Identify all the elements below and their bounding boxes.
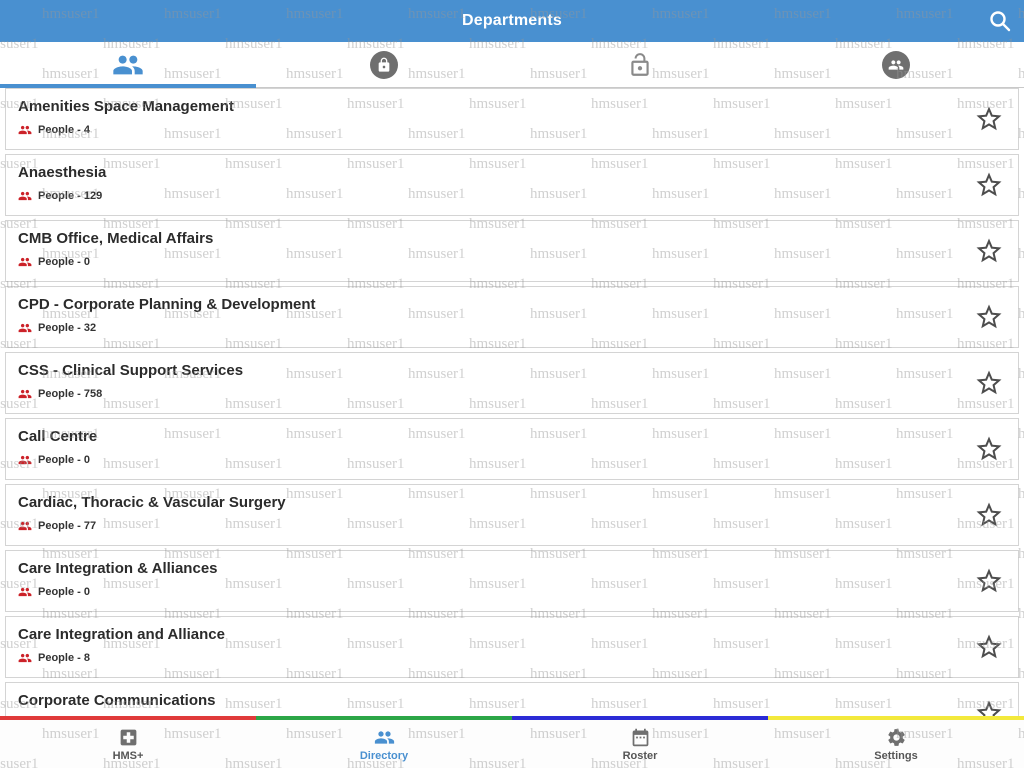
- page-title: Departments: [461, 12, 562, 29]
- hospital-plus-icon: [120, 729, 136, 745]
- top-bar: Departments: [0, 0, 1024, 42]
- favorite-star-icon[interactable]: [974, 236, 1004, 266]
- department-row[interactable]: Amenities Space Management People - 4: [5, 88, 1019, 150]
- favorite-star-icon[interactable]: [974, 434, 1004, 464]
- people-count-icon: [18, 389, 32, 399]
- people-line: People - 77: [18, 519, 972, 533]
- people-count-icon: [18, 587, 32, 597]
- people-count-icon: [18, 125, 32, 135]
- favorite-star-icon[interactable]: [974, 104, 1004, 134]
- search-button[interactable]: [986, 8, 1014, 36]
- nav-label-roster: Roster: [622, 749, 658, 762]
- department-row[interactable]: Call Centre People - 0: [5, 418, 1019, 480]
- department-list: Amenities Space Management People - 4 An…: [0, 88, 1024, 716]
- people-count: People - 8: [38, 652, 90, 664]
- nav-item-roster[interactable]: Roster: [512, 720, 768, 768]
- department-row[interactable]: CPD - Corporate Planning & Development P…: [5, 286, 1019, 348]
- favorite-star-icon[interactable]: [974, 170, 1004, 200]
- lock-open-icon: [631, 52, 649, 76]
- department-row[interactable]: Cardiac, Thoracic & Vascular Surgery Peo…: [5, 484, 1019, 546]
- roster-calendar-icon: [632, 728, 648, 746]
- color-stripe: [0, 716, 1024, 720]
- people-line: People - 0: [18, 585, 972, 599]
- favorite-star-icon[interactable]: [974, 566, 1004, 596]
- department-name: Care Integration and Alliance: [18, 626, 225, 643]
- department-name: Care Integration & Alliances: [18, 560, 218, 577]
- department-name: Corporate Communications: [18, 692, 216, 709]
- people-count-icon: [18, 455, 32, 465]
- department-row[interactable]: Anaesthesia People - 129: [5, 154, 1019, 216]
- department-name: Anaesthesia: [18, 164, 107, 181]
- department-row[interactable]: CSS - Clinical Support Services People -…: [5, 352, 1019, 414]
- tab-departments[interactable]: [0, 42, 256, 88]
- nav-item-settings[interactable]: Settings: [768, 720, 1024, 768]
- nav-item-directory[interactable]: Directory: [256, 720, 512, 768]
- stripe-segment-blue: [512, 716, 768, 720]
- people-count-icon: [18, 323, 32, 333]
- people-line: People - 129: [18, 189, 972, 203]
- people-count-icon: [18, 191, 32, 201]
- people-circle-icon: [882, 50, 910, 79]
- people-count-icon: [18, 257, 32, 267]
- people-line: People - 8: [18, 651, 972, 665]
- people-count: People - 0: [38, 256, 90, 268]
- stripe-segment-red: [0, 716, 256, 720]
- people-line: People - 0: [18, 255, 972, 269]
- department-name: Call Centre: [18, 428, 98, 445]
- tab-locked[interactable]: [256, 42, 512, 87]
- favorite-star-icon[interactable]: [974, 632, 1004, 662]
- lock-closed-icon: [370, 50, 398, 79]
- people-count: People - 0: [38, 586, 90, 598]
- department-name: Cardiac, Thoracic & Vascular Surgery: [18, 494, 286, 511]
- bottom-nav: HMS+ Directory Roster Settings: [0, 716, 1024, 768]
- nav-item-hms[interactable]: HMS+: [0, 720, 256, 768]
- department-row[interactable]: CMB Office, Medical Affairs People - 0: [5, 220, 1019, 282]
- tab-unlocked[interactable]: [512, 42, 768, 87]
- nav-label-directory: Directory: [359, 749, 409, 762]
- department-name: CMB Office, Medical Affairs: [18, 230, 214, 247]
- department-name: Amenities Space Management: [18, 98, 234, 115]
- department-name: CSS - Clinical Support Services: [18, 362, 244, 379]
- people-icon: [113, 55, 143, 74]
- department-row[interactable]: Care Integration and Alliance People - 8: [5, 616, 1019, 678]
- people-count-icon: [18, 521, 32, 531]
- search-icon: [990, 10, 1011, 31]
- favorite-star-icon[interactable]: [974, 368, 1004, 398]
- stripe-segment-yellow: [768, 716, 1024, 720]
- settings-gear-icon: [887, 728, 905, 746]
- nav-label-hms: HMS+: [112, 749, 144, 762]
- people-count: People - 0: [38, 454, 90, 466]
- tab-groups[interactable]: [768, 42, 1024, 87]
- people-count: People - 32: [38, 322, 97, 334]
- department-row[interactable]: Corporate Communications: [5, 682, 1019, 716]
- department-name: CPD - Corporate Planning & Development: [18, 296, 316, 313]
- people-count: People - 4: [38, 124, 90, 136]
- people-line: People - 4: [18, 123, 972, 137]
- favorite-star-icon[interactable]: [974, 698, 1004, 716]
- people-line: People - 32: [18, 321, 972, 335]
- top-tab-bar: [0, 42, 1024, 88]
- people-line: People - 0: [18, 453, 972, 467]
- nav-label-settings: Settings: [874, 749, 918, 762]
- favorite-star-icon[interactable]: [974, 302, 1004, 332]
- people-count-icon: [18, 653, 32, 663]
- favorite-star-icon[interactable]: [974, 500, 1004, 530]
- bottom-nav-items: HMS+ Directory Roster Settings: [0, 720, 1024, 768]
- people-count: People - 77: [38, 520, 97, 532]
- people-count: People - 758: [38, 388, 103, 400]
- people-line: People - 758: [18, 387, 972, 401]
- department-row[interactable]: Care Integration & Alliances People - 0: [5, 550, 1019, 612]
- directory-people-icon: [374, 730, 394, 744]
- people-count: People - 129: [38, 190, 103, 202]
- stripe-segment-green: [256, 716, 512, 720]
